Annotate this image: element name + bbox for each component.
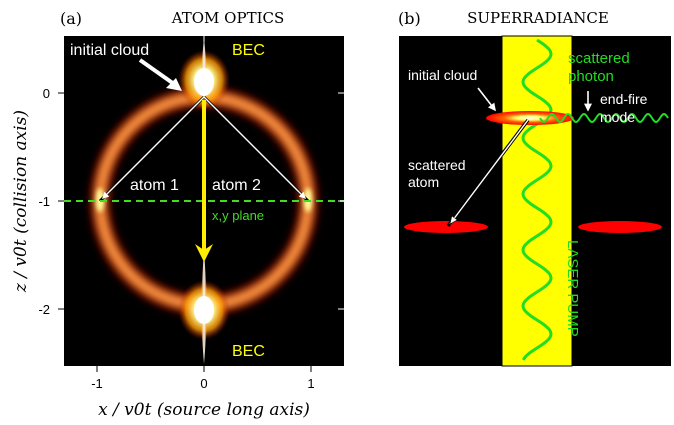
label-line: photon [568, 68, 614, 85]
bec-bottom [178, 250, 230, 364]
panel-a-label: (a) [60, 9, 82, 28]
scattered-photon-label: scattered photon [568, 50, 630, 85]
bec-top-label: BEC [232, 42, 265, 59]
x-tick-label: 0 [200, 376, 207, 391]
end-fire-wave [539, 112, 669, 124]
x-tick-label: 1 [307, 376, 314, 391]
bec-top [178, 38, 230, 140]
panel-b: (b) SUPERRADIANCE initial cloud scattere… [398, 9, 671, 367]
initial-cloud-b [486, 111, 574, 125]
axis-ticks [58, 92, 312, 372]
label-line: scattered [568, 50, 630, 67]
scattered-atom-label: scattered atom [408, 157, 466, 190]
initial-cloud-pointer [138, 58, 182, 91]
panel-a: (a) ATOM OPTICS [11, 9, 344, 420]
laser-pump-label: LASER PUMP [564, 240, 581, 337]
scattered-atom-arrow [449, 119, 529, 224]
label-line: end-fire [600, 91, 648, 107]
y-axis-label: z / v0t (collision axis) [11, 110, 31, 293]
panel-b-title: SUPERRADIANCE [467, 9, 609, 27]
panel-b-label: (b) [398, 9, 421, 28]
laser-pump-beam [501, 35, 573, 367]
pump-wave [521, 38, 553, 361]
atom-trajectories [98, 95, 310, 203]
y-tick-label: -2 [38, 302, 50, 317]
initial-cloud-pointer-b [477, 87, 496, 112]
x-tick-label: -1 [91, 376, 103, 391]
label-line: atom [408, 174, 439, 190]
end-fire-label: end-fire mode [600, 91, 648, 125]
bec-bottom-label: BEC [232, 343, 265, 360]
right-recoil-cloud [578, 221, 662, 233]
atom-1-label: atom 1 [130, 177, 179, 194]
collision-arrow [195, 100, 213, 262]
initial-cloud-label-a: initial cloud [70, 42, 149, 59]
left-recoil-cloud [404, 221, 488, 233]
panel-a-title: ATOM OPTICS [171, 9, 285, 27]
x-axis-label: x / v0t (source long axis) [98, 400, 310, 420]
xy-plane-label: x,y plane [212, 208, 264, 223]
atom-2-label: atom 2 [212, 177, 261, 194]
y-tick-label: 0 [43, 86, 50, 101]
initial-cloud-label-b: initial cloud [408, 67, 477, 83]
label-line: mode [600, 109, 635, 125]
label-line: scattered [408, 157, 466, 173]
y-tick-label: -1 [38, 194, 50, 209]
